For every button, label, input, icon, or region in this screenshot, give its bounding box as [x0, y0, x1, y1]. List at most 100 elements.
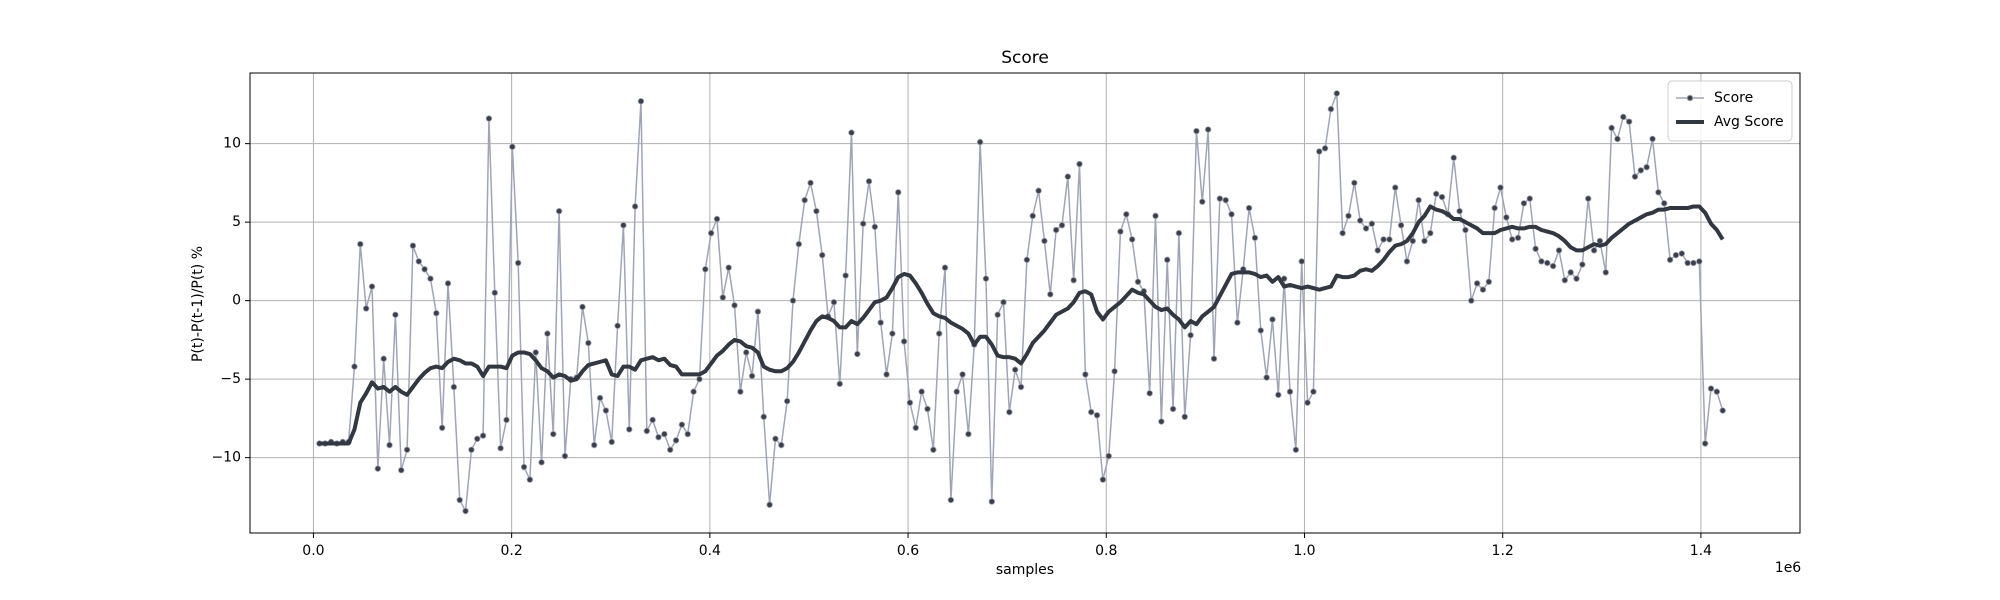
data-point [1573, 275, 1580, 282]
data-point [1544, 259, 1551, 267]
data-point [427, 275, 434, 282]
data-point [900, 338, 908, 345]
data-point [1596, 237, 1604, 245]
data-point [1134, 278, 1142, 286]
data-point [1690, 259, 1697, 267]
data-point [637, 98, 645, 105]
data-point [620, 222, 627, 229]
data-point [1064, 173, 1072, 180]
data-point [1649, 135, 1656, 143]
data-point [702, 266, 709, 273]
data-point [1158, 418, 1165, 425]
data-point [1017, 383, 1025, 391]
data-point [994, 311, 1001, 318]
data-point [655, 434, 662, 441]
data-point [1333, 90, 1340, 97]
data-point [590, 441, 598, 449]
data-point [830, 299, 838, 306]
data-point [1204, 126, 1212, 133]
data-point [450, 383, 458, 391]
data-point [532, 349, 539, 356]
data-point [1555, 247, 1563, 254]
data-point [596, 394, 604, 402]
data-point [1128, 236, 1136, 243]
data-point [544, 330, 551, 337]
data-point [1052, 226, 1060, 234]
data-point [1567, 269, 1574, 276]
data-point [614, 322, 621, 329]
data-point [1047, 291, 1054, 298]
data-point [1228, 211, 1235, 218]
y-axis-label: P(t)-P(t-1)/P(t) % [190, 246, 206, 362]
data-point [672, 437, 680, 444]
data-point [667, 446, 674, 453]
legend-label: Score [1714, 90, 1753, 106]
data-point [1111, 368, 1118, 375]
data-point [912, 424, 919, 432]
data-point [976, 138, 984, 146]
data-point [854, 350, 861, 358]
data-point [982, 275, 990, 282]
data-point [836, 380, 843, 388]
data-point [988, 498, 995, 505]
data-point [468, 446, 475, 453]
data-point [1105, 452, 1112, 460]
data-point [409, 242, 417, 249]
data-point [1719, 407, 1726, 414]
data-point [1684, 259, 1691, 267]
data-point [1152, 212, 1159, 220]
data-point [707, 229, 715, 237]
data-point [807, 179, 814, 187]
data-point [514, 259, 522, 267]
data-point [754, 308, 762, 315]
data-point [1520, 200, 1528, 207]
data-point [1503, 214, 1510, 221]
data-point [1187, 331, 1194, 339]
data-point [1497, 184, 1504, 191]
chart-title: Score [1001, 48, 1049, 68]
data-point [1672, 251, 1680, 259]
data-point [1298, 258, 1305, 265]
data-point [1421, 237, 1428, 245]
data-point [684, 430, 691, 438]
data-point [1585, 195, 1592, 202]
data-point [889, 330, 896, 337]
plot-frame [249, 72, 1801, 534]
data-point [479, 432, 487, 439]
x-tick-label: 1.0 [1293, 543, 1315, 559]
legend: Score Avg Score [1667, 80, 1793, 142]
data-point [1023, 256, 1031, 264]
data-point [1561, 277, 1569, 284]
data-point [626, 426, 633, 433]
data-point [555, 207, 563, 215]
data-point [1169, 405, 1177, 413]
data-point [491, 289, 498, 296]
data-point [1707, 385, 1715, 392]
data-point [801, 196, 808, 204]
data-point [462, 507, 469, 515]
data-point [497, 445, 504, 452]
data-point [1579, 261, 1586, 268]
data-point [1479, 286, 1487, 293]
data-point [748, 372, 756, 380]
data-point [1193, 127, 1200, 135]
data-point [438, 424, 446, 432]
data-point [1526, 195, 1533, 202]
data-point [1245, 204, 1253, 212]
data-point [1345, 212, 1352, 220]
data-point [1403, 258, 1411, 265]
data-point [778, 441, 785, 449]
data-point [1713, 388, 1721, 395]
data-point [643, 427, 651, 435]
data-point [1456, 207, 1463, 215]
x-axis-label: samples [996, 562, 1054, 578]
data-point [649, 416, 656, 424]
data-point [947, 496, 955, 504]
data-point [1473, 280, 1481, 287]
data-point [795, 240, 803, 248]
data-point [1397, 222, 1405, 229]
data-point [865, 178, 873, 185]
data-point [859, 220, 867, 227]
